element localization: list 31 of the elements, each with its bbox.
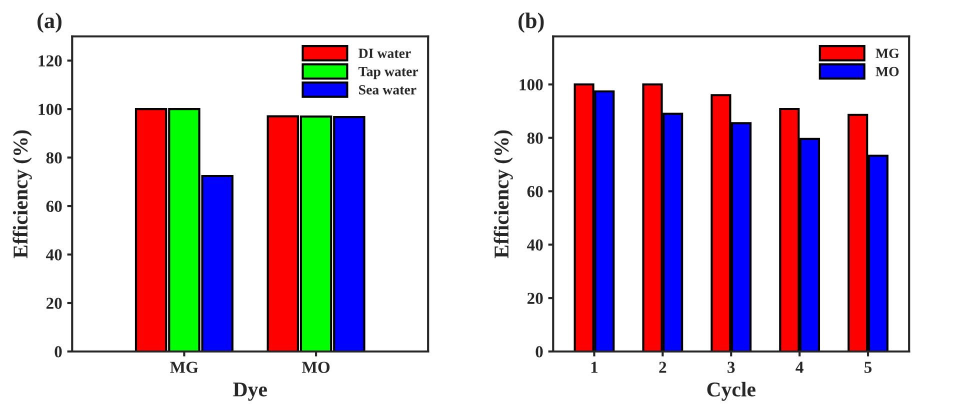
y-tick-label: 0 bbox=[536, 346, 543, 358]
x-axis-title: Cycle bbox=[707, 382, 756, 401]
x-tick-label: 1 bbox=[591, 362, 598, 373]
x-tick-label: 2 bbox=[659, 362, 666, 373]
legend-label: DI water bbox=[358, 48, 411, 58]
y-tick-label: 40 bbox=[46, 249, 62, 260]
x-axis-title: Dye bbox=[233, 382, 267, 401]
legend-label: MG bbox=[876, 48, 899, 58]
y-tick-label: 20 bbox=[46, 298, 62, 309]
y-axis-title: Efficiency (%) bbox=[12, 130, 32, 258]
legend-label: MO bbox=[876, 66, 899, 76]
y-axis-title: Efficiency (%) bbox=[494, 130, 513, 258]
legend-label: Sea water bbox=[359, 85, 416, 94]
x-tick-label: 3 bbox=[728, 362, 735, 373]
x-tick-label: MG bbox=[170, 362, 198, 373]
x-tick-label: 4 bbox=[796, 362, 804, 373]
legend-label: Tap water bbox=[358, 67, 418, 80]
y-tick-label: 100 bbox=[520, 79, 543, 90]
chart-title: (b) bbox=[518, 12, 544, 33]
y-tick-label: 100 bbox=[38, 104, 62, 116]
y-tick-label: 20 bbox=[527, 292, 543, 304]
y-tick-label: 80 bbox=[46, 152, 62, 164]
chart-title: (a) bbox=[38, 12, 62, 33]
x-tick-label: MO bbox=[302, 362, 330, 373]
y-tick-label: 60 bbox=[527, 186, 543, 198]
y-tick-label: 0 bbox=[54, 346, 62, 358]
y-tick-label: 60 bbox=[46, 200, 62, 212]
y-tick-label: 80 bbox=[527, 132, 543, 144]
y-tick-label: 120 bbox=[38, 55, 62, 67]
y-tick-label: 40 bbox=[526, 239, 543, 251]
x-tick-label: 5 bbox=[864, 362, 872, 373]
